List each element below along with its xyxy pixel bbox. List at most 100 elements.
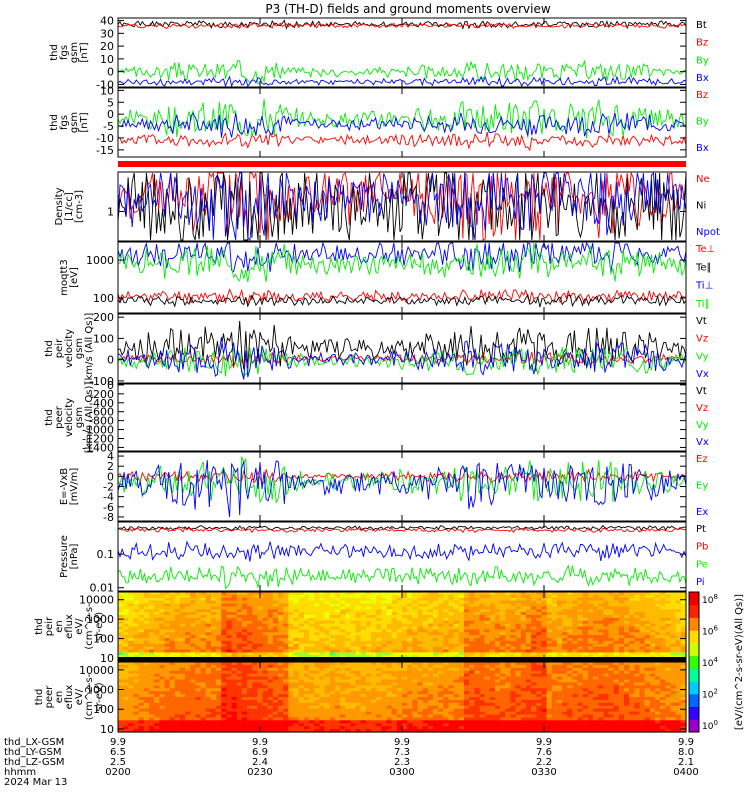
- y-label-line: gsm: [74, 338, 85, 359]
- heatmap-cell: [593, 635, 599, 639]
- heatmap-cell: [133, 638, 140, 642]
- heatmap-cell: [541, 705, 548, 710]
- heatmap-cell: [133, 691, 140, 695]
- legend-entry: Ey: [696, 481, 708, 492]
- heatmap-cell: [391, 670, 398, 675]
- heatmap-cell: [551, 652, 558, 656]
- heatmap-cell: [433, 603, 439, 607]
- heatmap-cell: [510, 682, 517, 686]
- heatmap-cell: [185, 626, 191, 630]
- heatmap-cell: [118, 617, 124, 622]
- heatmap-cell: [210, 679, 217, 683]
- heatmap-cell: [257, 702, 264, 707]
- heatmap-cell: [660, 597, 666, 602]
- heatmap-cell: [510, 667, 517, 672]
- panel-frame: [117, 241, 687, 314]
- heatmap-cell: [381, 682, 388, 686]
- heatmap-cell: [262, 723, 269, 727]
- heatmap-cell: [438, 708, 444, 713]
- heatmap-cell: [453, 603, 460, 607]
- heatmap-cell: [154, 600, 160, 605]
- heatmap-cell: [494, 702, 501, 707]
- legend-entry: Bz: [696, 38, 708, 49]
- heatmap-cell: [231, 711, 238, 716]
- heatmap-cell: [195, 685, 202, 689]
- heatmap-cell: [355, 682, 362, 686]
- heatmap-cell: [453, 609, 460, 613]
- heatmap-cell: [293, 714, 300, 718]
- y-label-line: [1/cc]: [64, 192, 75, 221]
- heatmap-cell: [407, 632, 413, 636]
- y-tick-label: 10000: [79, 594, 114, 607]
- heatmap-cell: [210, 662, 217, 666]
- heatmap-cell: [226, 640, 233, 645]
- heatmap-cell: [159, 720, 166, 724]
- heatmap-cell: [489, 670, 496, 675]
- heatmap-cell: [118, 626, 124, 630]
- heatmap-cell: [195, 720, 202, 724]
- series-line-Bx: [117, 75, 687, 88]
- heatmap-cell: [577, 623, 584, 628]
- heatmap-cell: [195, 638, 202, 642]
- heatmap-cell: [469, 705, 475, 710]
- heatmap-cell: [334, 632, 341, 636]
- heatmap-cell: [562, 597, 568, 602]
- heatmap-cell: [216, 691, 222, 695]
- heatmap-cell: [272, 640, 279, 645]
- heatmap-cell: [407, 697, 413, 701]
- y-tick-label: -400: [89, 397, 114, 410]
- y-tick-label: 200: [93, 311, 114, 324]
- heatmap-cell: [345, 594, 351, 599]
- heatmap-cell: [391, 643, 398, 648]
- heatmap-cell: [143, 726, 150, 730]
- heatmap-cell: [531, 664, 537, 669]
- heatmap-cell: [500, 612, 506, 616]
- heatmap-cell: [396, 714, 403, 718]
- heatmap-cell: [531, 699, 537, 704]
- heatmap-cell: [174, 640, 181, 645]
- heatmap-cell: [551, 638, 558, 642]
- heatmap-cell: [138, 600, 145, 605]
- heatmap-cell: [195, 717, 202, 721]
- heatmap-cell: [257, 670, 264, 675]
- heatmap-cell: [515, 705, 522, 710]
- heatmap-cell: [469, 594, 475, 599]
- heatmap-cell: [629, 615, 635, 619]
- heatmap-cell: [634, 612, 641, 616]
- heatmap-cell: [438, 714, 444, 718]
- heatmap-cell: [267, 617, 274, 622]
- heatmap-cell: [195, 670, 202, 675]
- heatmap-cell: [329, 664, 336, 669]
- heatmap-cell: [174, 600, 181, 605]
- heatmap-cell: [272, 723, 279, 727]
- heatmap-cell: [309, 603, 315, 607]
- heatmap-cell: [670, 646, 677, 651]
- heatmap-cell: [474, 670, 481, 675]
- heatmap-cell: [603, 626, 610, 630]
- heatmap-cell: [531, 676, 537, 681]
- heatmap-cell: [551, 662, 558, 666]
- heatmap-cell: [365, 720, 372, 724]
- heatmap-cell: [458, 612, 465, 616]
- heatmap-cell: [536, 729, 543, 733]
- heatmap-cell: [236, 726, 243, 730]
- heatmap-cell: [417, 688, 424, 692]
- heatmap-cell: [464, 711, 470, 716]
- heatmap-cell: [174, 702, 181, 707]
- heatmap-cell: [252, 670, 259, 675]
- heatmap-cell: [355, 640, 362, 645]
- heatmap-cell: [185, 640, 191, 645]
- heatmap-cell: [541, 635, 548, 639]
- heatmap-cell: [340, 691, 346, 695]
- heatmap-cell: [319, 714, 326, 718]
- heatmap-cell: [345, 670, 351, 675]
- heatmap-cell: [520, 606, 527, 610]
- heatmap-cell: [551, 649, 558, 653]
- heatmap-cell: [515, 708, 522, 713]
- heatmap-cell: [438, 606, 444, 610]
- heatmap-cell: [190, 620, 197, 625]
- heatmap-cell: [205, 643, 212, 648]
- heatmap-cell: [469, 606, 475, 610]
- heatmap-cell: [520, 592, 527, 596]
